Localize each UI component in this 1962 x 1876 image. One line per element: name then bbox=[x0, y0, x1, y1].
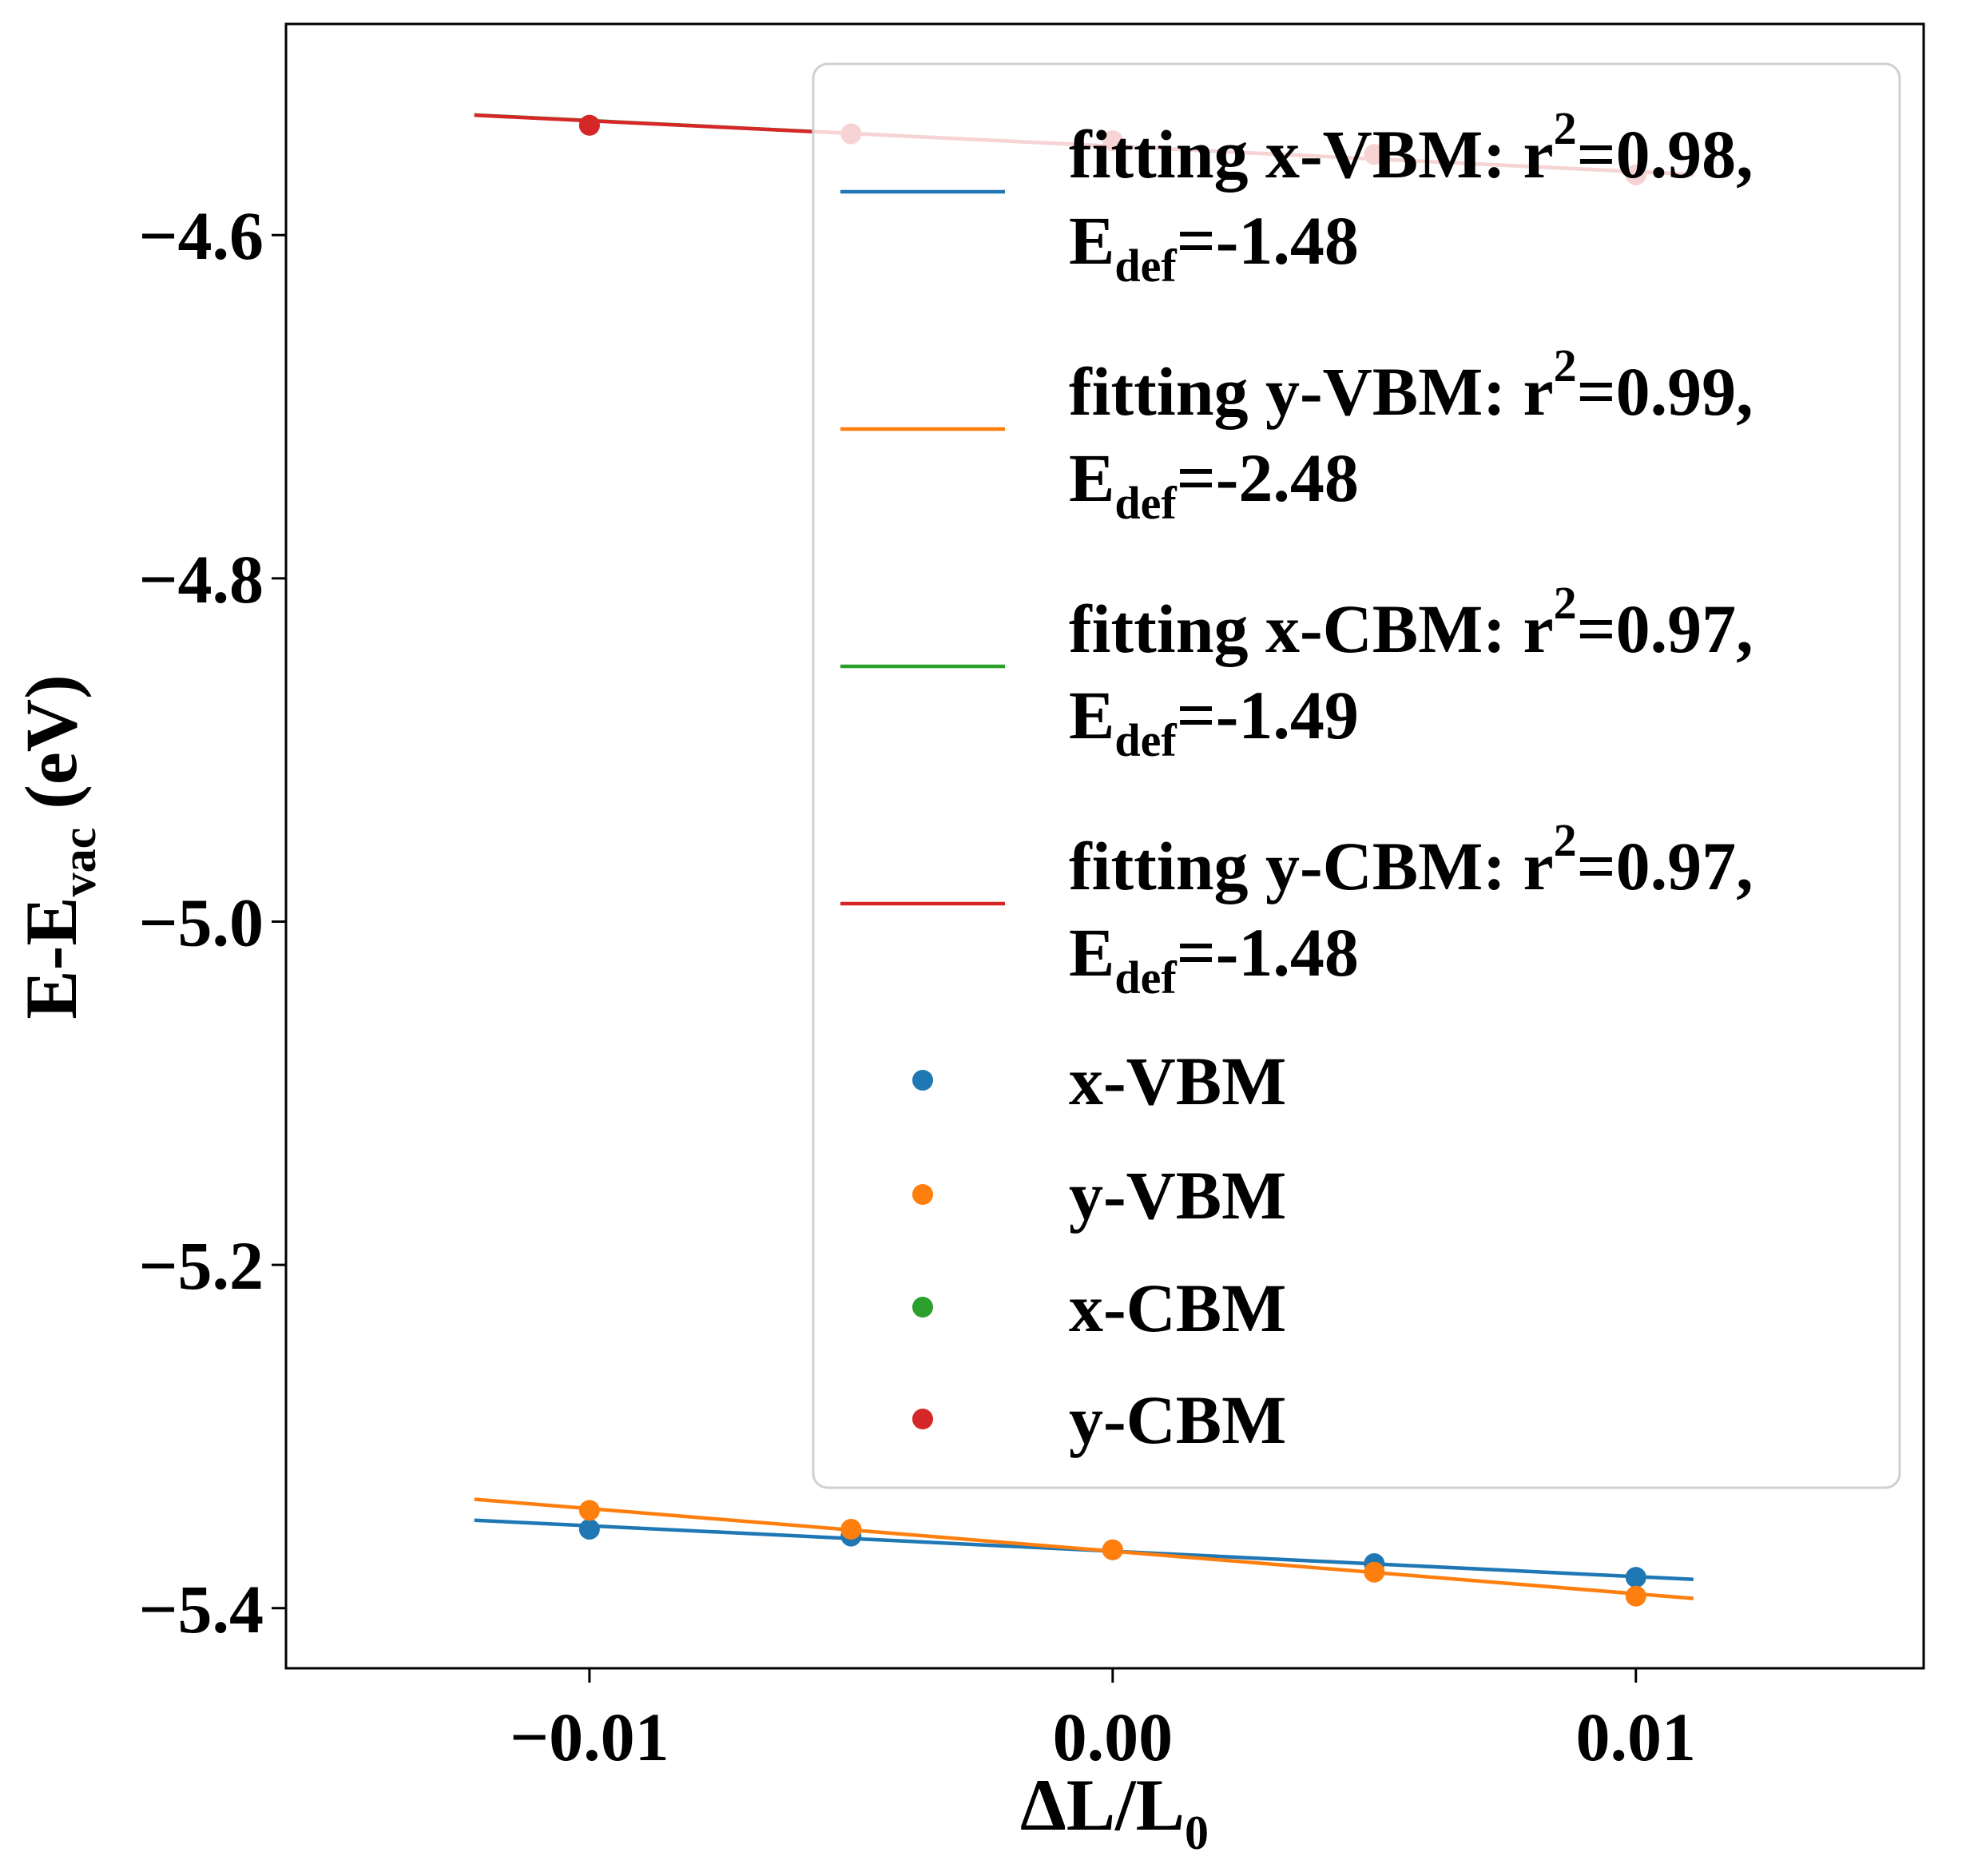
point-x-vbm bbox=[1625, 1567, 1646, 1588]
point-y-vbm bbox=[840, 1518, 862, 1540]
point-y-vbm bbox=[1102, 1539, 1123, 1560]
y-tick-label: −5.0 bbox=[138, 884, 264, 961]
legend-fit-label-x-cbm: fitting x-CBM: r2=0.97, bbox=[1069, 577, 1753, 667]
fit-line-y-vbm bbox=[474, 1497, 1694, 1600]
legend-marker-x-vbm bbox=[912, 1070, 933, 1091]
legend-fit-label-x-vbm: fitting x-VBM: r2=0.98, bbox=[1069, 102, 1753, 193]
legend-entries: fitting x-VBM: r2=0.98,Edef=-1.48fitting… bbox=[840, 102, 1753, 1458]
y-axis-label: E-Evac (eV) bbox=[10, 674, 105, 1019]
point-x-vbm bbox=[578, 1518, 600, 1540]
legend-point-label-x-vbm: x-VBM bbox=[1069, 1043, 1286, 1119]
point-y-cbm bbox=[578, 114, 600, 136]
legend: fitting x-VBM: r2=0.98,Edef=-1.48fitting… bbox=[812, 62, 1901, 1489]
legend-edef-label-y-vbm: Edef=-2.48 bbox=[1069, 439, 1359, 529]
legend-point-label-y-cbm: y-CBM bbox=[1069, 1381, 1286, 1458]
legend-marker-x-cbm bbox=[912, 1297, 933, 1318]
x-tick-label: −0.01 bbox=[510, 1699, 669, 1775]
legend-point-label-y-vbm: y-VBM bbox=[1069, 1157, 1286, 1234]
legend-edef-label-x-vbm: Edef=-1.48 bbox=[1069, 202, 1359, 292]
legend-marker-y-vbm bbox=[912, 1184, 933, 1205]
x-axis-label: ΔL/L0 bbox=[1020, 1764, 1209, 1859]
legend-marker-y-cbm bbox=[912, 1409, 933, 1429]
y-axis-ticks: −4.6 −4.8 −5.0 −5.2 −5.4 bbox=[138, 197, 286, 1647]
y-tick-label: −4.8 bbox=[138, 541, 264, 618]
legend-box bbox=[812, 62, 1901, 1489]
legend-point-label-x-cbm: x-CBM bbox=[1069, 1270, 1286, 1346]
y-tick-label: −5.4 bbox=[138, 1571, 264, 1647]
x-axis-ticks: −0.01 0.00 0.01 bbox=[510, 1668, 1696, 1775]
legend-edef-label-y-cbm: Edef=-1.48 bbox=[1069, 914, 1359, 1004]
y-tick-label: −5.2 bbox=[138, 1227, 264, 1304]
x-tick-label: 0.00 bbox=[1053, 1699, 1174, 1775]
y-tick-label: −4.6 bbox=[138, 197, 264, 274]
x-tick-label: 0.01 bbox=[1576, 1699, 1697, 1775]
plot-frame bbox=[284, 22, 1925, 1670]
point-y-vbm bbox=[1364, 1561, 1385, 1583]
legend-fit-label-y-cbm: fitting y-CBM: r2=0.97, bbox=[1069, 814, 1753, 904]
point-y-vbm bbox=[578, 1500, 600, 1521]
point-y-vbm bbox=[1625, 1585, 1646, 1607]
legend-edef-label-x-cbm: Edef=-1.49 bbox=[1069, 677, 1359, 766]
legend-fit-label-y-vbm: fitting y-VBM: r2=0.99, bbox=[1069, 340, 1753, 430]
